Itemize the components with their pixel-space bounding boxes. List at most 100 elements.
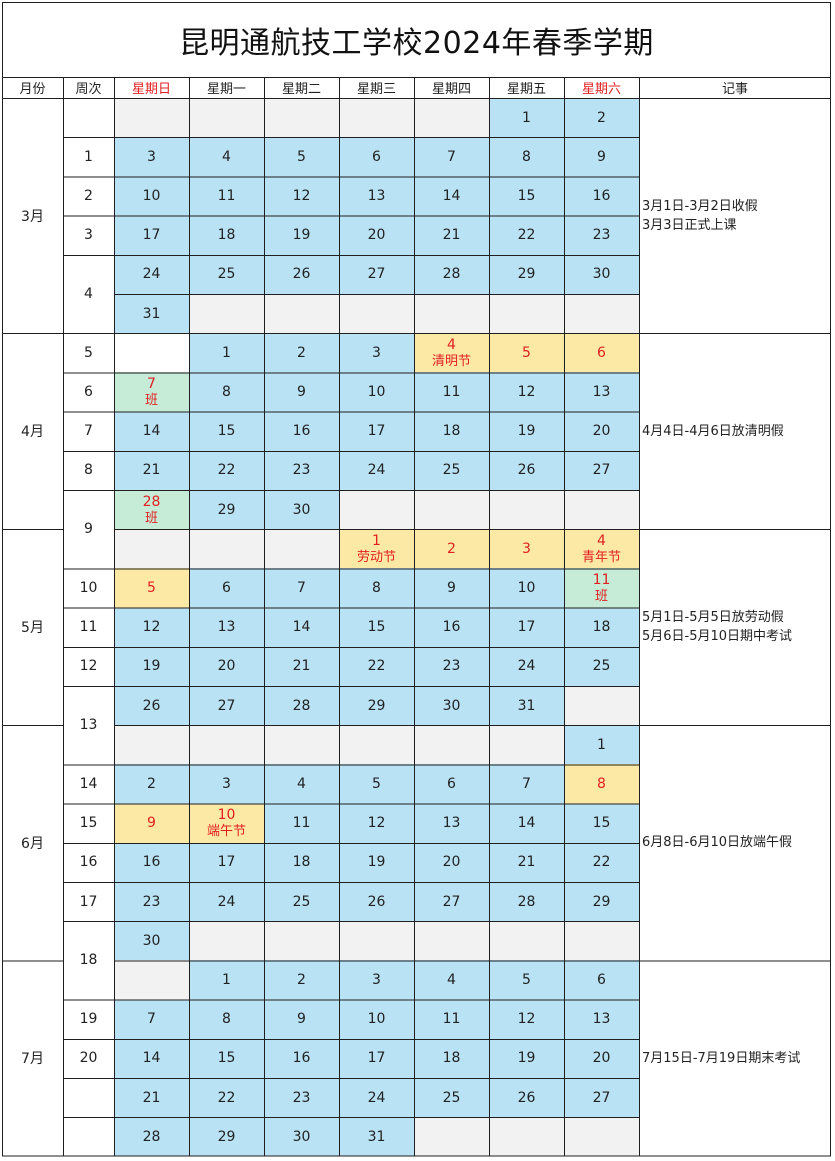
day-number: 12 [292, 187, 311, 204]
day-cell: 31 [114, 294, 189, 334]
day-cell: 27 [564, 450, 639, 490]
day-number: 5 [147, 579, 156, 596]
day-number: 31 [367, 1128, 386, 1145]
day-number: 2 [297, 344, 306, 361]
day-number: 4 [222, 148, 231, 165]
day-cell: 15 [489, 176, 564, 216]
day-number: 12 [517, 1011, 536, 1028]
day-cell: 7 [264, 568, 339, 608]
day-number: 11 [442, 383, 461, 400]
day-cell: 8 [339, 568, 414, 608]
day-cell: 2 [564, 98, 639, 138]
day-cell: 25 [264, 882, 339, 922]
day-cell [414, 725, 489, 765]
day-cell: 22 [189, 450, 264, 490]
day-number: 1 [372, 532, 381, 549]
day-cell: 1 [189, 333, 264, 373]
day-cell [339, 725, 414, 765]
day-number: 26 [367, 893, 386, 910]
day-cell: 1 [189, 960, 264, 1000]
day-cell: 15 [564, 803, 639, 843]
week-number: 6 [84, 383, 93, 400]
day-number: 25 [292, 893, 311, 910]
day-cell: 26 [489, 450, 564, 490]
day-cell: 4 [264, 764, 339, 804]
day-number: 6 [222, 579, 231, 596]
day-number: 24 [142, 266, 161, 283]
day-cell: 9 [564, 137, 639, 177]
month-events: 7月15日-7月19日期末考试 [639, 960, 831, 1156]
day-cell: 6 [414, 764, 489, 804]
day-number: 13 [592, 383, 611, 400]
day-number: 27 [442, 893, 461, 910]
day-cell: 10 [339, 372, 414, 412]
day-number: 18 [217, 227, 236, 244]
day-cell [489, 294, 564, 334]
day-number: 10 [517, 579, 536, 596]
day-number: 7 [147, 1011, 156, 1028]
header-day: 星期二 [281, 82, 321, 97]
day-cell: 31 [489, 686, 564, 726]
day-cell [414, 98, 489, 138]
day-cell [114, 333, 189, 373]
day-note: 班 [594, 588, 608, 604]
day-cell: 9 [264, 372, 339, 412]
day-cell [414, 294, 489, 334]
day-number: 16 [442, 619, 461, 636]
day-cell [564, 490, 639, 530]
day-number: 22 [517, 227, 536, 244]
week-number: 4 [84, 285, 93, 302]
day-number: 20 [217, 658, 236, 675]
week-number [63, 98, 114, 137]
day-number: 20 [592, 423, 611, 440]
day-number: 2 [447, 540, 456, 557]
day-cell: 3 [189, 764, 264, 804]
day-cell: 17 [339, 1038, 414, 1078]
day-note: 端午节 [206, 824, 246, 840]
day-cell: 25 [414, 1078, 489, 1118]
day-cell: 29 [339, 686, 414, 726]
day-cell: 6 [564, 960, 639, 1000]
day-number: 17 [142, 227, 161, 244]
month-label: 3月 [21, 208, 44, 225]
day-number: 19 [292, 227, 311, 244]
day-note: 青年节 [581, 549, 621, 565]
event-text: 4月4日-4月6日放清明假 [642, 423, 784, 439]
day-number: 11 [292, 815, 311, 832]
day-cell: 18 [414, 1038, 489, 1078]
day-cell: 11 班 [564, 568, 639, 608]
month-events: 6月8日-6月10日放端午假 [639, 725, 831, 960]
day-cell: 20 [414, 842, 489, 882]
day-number: 30 [142, 932, 161, 949]
day-number: 8 [522, 148, 531, 165]
day-cell [564, 1117, 639, 1157]
day-cell: 22 [489, 215, 564, 255]
day-number: 9 [147, 815, 156, 832]
day-cell: 5 [339, 764, 414, 804]
day-cell: 11 [414, 999, 489, 1039]
day-cell [564, 294, 639, 334]
day-cell: 13 [564, 372, 639, 412]
day-cell [264, 921, 339, 961]
event-text: 3月1日-3月2日收假 [642, 198, 758, 214]
day-cell: 12 [339, 803, 414, 843]
day-number: 1 [222, 971, 231, 988]
day-cell [264, 725, 339, 765]
day-number: 1 [522, 109, 531, 126]
day-number: 12 [517, 383, 536, 400]
day-cell [114, 98, 189, 138]
day-number: 5 [297, 148, 306, 165]
day-number: 31 [517, 697, 536, 714]
day-number: 2 [297, 971, 306, 988]
day-cell: 8 [489, 137, 564, 177]
month-events: 5月1日-5月5日放劳动假 5月6日-5月10日期中考试 [639, 529, 831, 725]
day-cell: 30 [264, 1117, 339, 1157]
day-number: 10 [142, 187, 161, 204]
day-cell: 30 [564, 254, 639, 294]
day-cell: 27 [414, 882, 489, 922]
day-cell: 31 [339, 1117, 414, 1157]
day-cell: 23 [114, 882, 189, 922]
day-cell: 5 [489, 333, 564, 373]
day-number: 3 [372, 344, 381, 361]
day-number: 13 [442, 815, 461, 832]
